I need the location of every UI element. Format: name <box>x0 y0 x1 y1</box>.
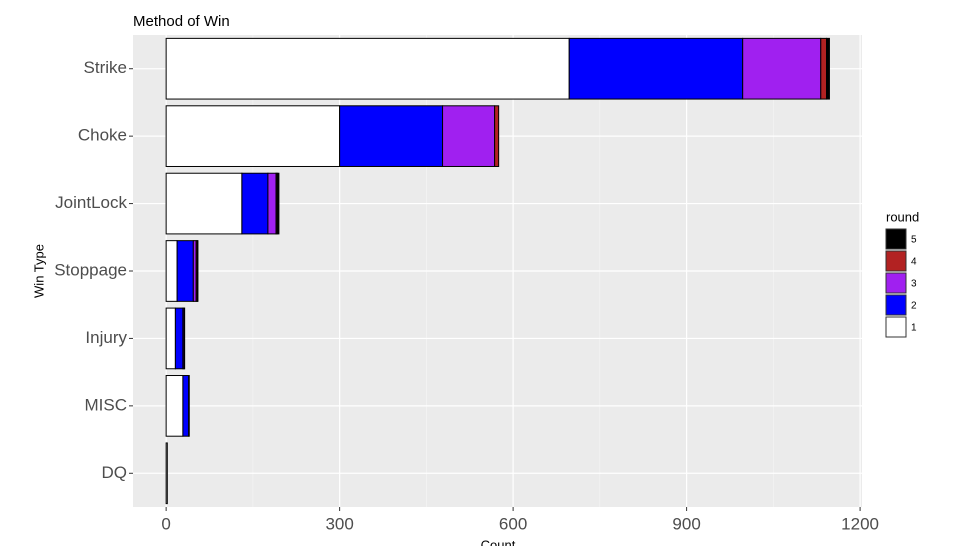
x-tick-label: 600 <box>499 514 527 533</box>
bar-segment <box>276 172 280 235</box>
bar-segment <box>241 172 269 235</box>
bar-segment <box>174 307 184 370</box>
y-tick-label: Strike <box>84 58 127 77</box>
chart-title: Method of Win <box>133 13 230 30</box>
legend-key <box>885 250 907 272</box>
bar-segment <box>196 240 199 302</box>
bar-segment <box>165 307 176 370</box>
legend-key <box>885 228 907 250</box>
x-tick-label: 300 <box>325 514 353 533</box>
bar-segment <box>165 442 168 505</box>
x-tick-label: 1200 <box>841 514 879 533</box>
legend-label: 2 <box>911 301 917 312</box>
x-axis-title: Count <box>481 537 516 546</box>
legend-key <box>885 316 907 338</box>
bar-segment <box>188 375 190 437</box>
bar-segment <box>568 37 744 100</box>
bar-segment <box>165 240 178 302</box>
bar-segment <box>182 375 190 437</box>
bar-segment <box>176 240 194 302</box>
bar-segment <box>742 37 822 100</box>
bar-segment <box>165 105 341 167</box>
legend-label: 4 <box>911 257 917 268</box>
bar-segment <box>165 37 570 100</box>
legend-title: round <box>886 209 919 224</box>
bar-segment <box>165 375 184 437</box>
bar-segment <box>165 172 243 235</box>
x-tick-label: 900 <box>672 514 700 533</box>
y-axis-title: Win Type <box>31 244 46 298</box>
bar-segment <box>267 172 277 235</box>
legend-key <box>885 294 907 316</box>
legend-label: 1 <box>911 323 917 334</box>
bar-segment <box>339 105 444 167</box>
y-tick-label: DQ <box>102 463 128 482</box>
y-tick-label: Injury <box>85 328 127 347</box>
bar-segment <box>183 307 186 370</box>
bar-segment <box>442 105 496 167</box>
bar-segment <box>820 37 828 100</box>
y-tick-label: Choke <box>78 126 127 145</box>
bar-segment <box>826 37 830 100</box>
y-tick-label: MISC <box>85 395 128 414</box>
legend-label: 5 <box>911 235 917 246</box>
legend-label: 3 <box>911 279 917 290</box>
y-tick-label: JointLock <box>55 193 127 212</box>
y-tick-label: Stoppage <box>54 260 127 279</box>
bar-segment <box>494 105 500 167</box>
x-tick-label: 0 <box>161 514 170 533</box>
legend-key <box>885 272 907 294</box>
